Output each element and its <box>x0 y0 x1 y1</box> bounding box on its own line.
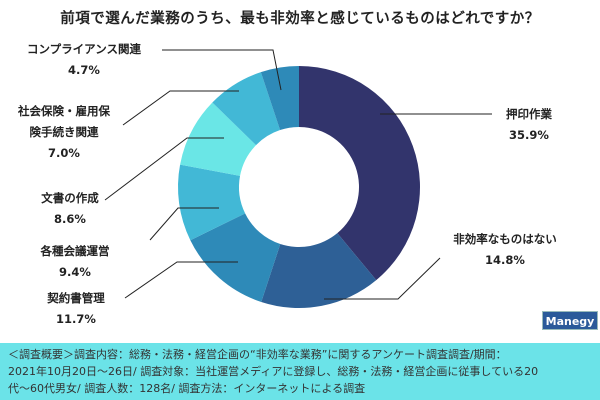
label-meetings: 各種会議運営 9.4% <box>30 241 120 283</box>
donut-slice-1 <box>261 233 377 308</box>
label-seal: 押印作業 35.9% <box>498 104 560 146</box>
leader-line-meetings <box>149 207 219 241</box>
leader-line-contracts <box>124 261 238 299</box>
survey-summary-line3: 代～60代男女/ 調査人数：128名/ 調査方法：インターネットによる調査 <box>8 382 366 395</box>
label-name: 非効率なものはない <box>453 232 557 246</box>
leader-line-compliance <box>162 49 282 91</box>
label-documents: 文書の作成 8.6% <box>30 188 110 230</box>
label-value: 7.0% <box>48 146 80 160</box>
survey-summary-line1: ＜調査概要＞調査内容：総務・法務・経営企画の“非効率な業務”に関するアンケート調… <box>8 348 507 361</box>
label-name-line2: 険手続き関連 <box>29 125 99 139</box>
donut-slice-2 <box>190 213 281 302</box>
label-name-line1: 社会保険・雇用保 <box>18 104 110 118</box>
leader-lines <box>104 49 492 300</box>
label-value: 4.7% <box>68 63 100 77</box>
label-name: 文書の作成 <box>41 191 99 205</box>
donut-slice-4 <box>180 102 257 176</box>
label-name: コンプライアンス関連 <box>27 42 141 56</box>
donut-slice-5 <box>212 72 281 146</box>
label-name: 各種会議運営 <box>40 244 110 258</box>
label-value: 9.4% <box>59 265 91 279</box>
label-value: 35.9% <box>509 128 549 142</box>
manegy-logo: Manegy <box>542 311 598 330</box>
survey-summary-line2: 2021年10月20日～26日/ 調査対象：当社運営メディアに登録し、総務・法務… <box>8 365 539 378</box>
label-social-insurance: 社会保険・雇用保 険手続き関連 7.0% <box>8 101 120 164</box>
label-none: 非効率なものはない 14.8% <box>450 229 560 271</box>
label-name: 契約書管理 <box>47 291 105 305</box>
chart-title: 前項で選んだ業務のうち、最も非効率と感じているものはどれですか？ <box>60 11 540 27</box>
leader-line-none <box>324 257 441 300</box>
donut-slice-3 <box>178 164 246 241</box>
label-value: 14.8% <box>485 253 525 267</box>
donut-slice-6 <box>260 66 299 131</box>
label-value: 11.7% <box>56 312 96 326</box>
label-name: 押印作業 <box>506 107 552 121</box>
leader-line-documents <box>104 137 224 201</box>
donut-slice-0 <box>299 66 420 281</box>
label-compliance: コンプライアンス関連 4.7% <box>14 39 154 81</box>
leader-line-social-insurance <box>122 90 239 126</box>
survey-summary: ＜調査概要＞調査内容：総務・法務・経営企画の“非効率な業務”に関するアンケート調… <box>0 343 600 400</box>
label-contracts: 契約書管理 11.7% <box>36 288 116 330</box>
label-value: 8.6% <box>54 212 86 226</box>
